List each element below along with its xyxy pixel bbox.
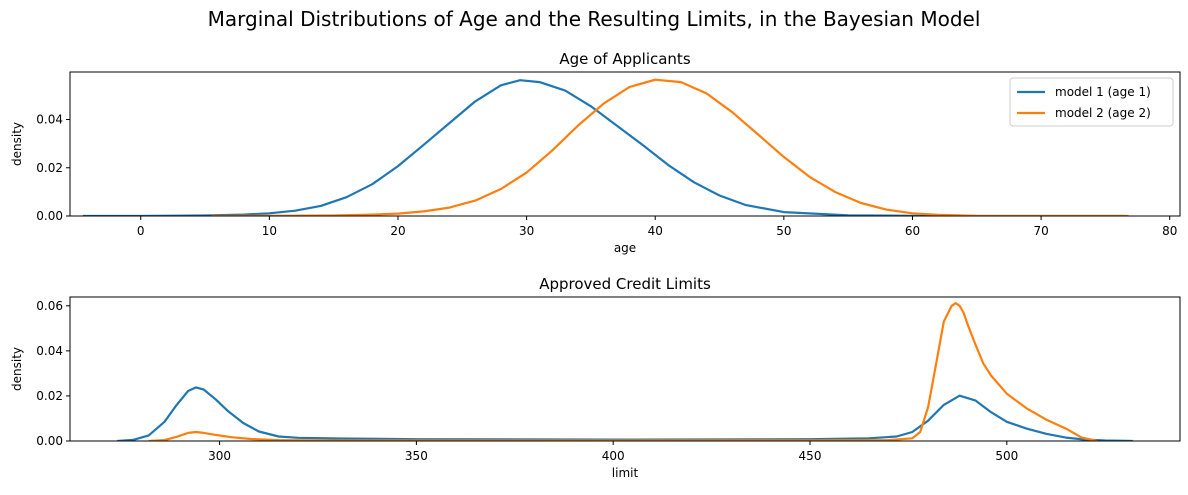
limit-x-tick-label: 500	[995, 449, 1018, 463]
age-x-tick-label: 50	[776, 224, 791, 238]
limit-x-tick-label: 450	[799, 449, 822, 463]
age-x-tick-label: 60	[905, 224, 920, 238]
limit-x-tick-label: 300	[208, 449, 231, 463]
age-plot-frame	[69, 71, 1181, 217]
limit-x-tick-label: 350	[405, 449, 428, 463]
age-y-tick-label: 0.04	[36, 113, 63, 127]
age-x-tick-label: 80	[1162, 224, 1177, 238]
legend: model 1 (age 1) model 2 (age 2)	[1009, 77, 1174, 127]
limit-chart: Approved Credit Limits 300 350 400 450 500 0.0…	[10, 275, 1181, 480]
age-y-tick-label: 0.00	[36, 209, 63, 223]
legend-label-2: model 2 (age 2)	[1055, 106, 1151, 120]
age-x-tick-label: 30	[519, 224, 534, 238]
legend-label-1: model 1 (age 1)	[1055, 85, 1151, 99]
limit-plot-frame	[69, 296, 1181, 442]
age-y-axis-label: density	[10, 122, 24, 166]
figure-suptitle: Marginal Distributions of Age and the Re…	[208, 7, 981, 31]
age-x-axis-label: age	[614, 241, 636, 255]
age-x-tick-label: 40	[648, 224, 663, 238]
limit-y-tick-label: 0.04	[36, 344, 63, 358]
limit-y-tick-label: 0.06	[36, 299, 63, 313]
limit-y-tick-label: 0.00	[36, 434, 63, 448]
age-series-line-2	[211, 78, 1129, 216]
limit-chart-title: Approved Credit Limits	[539, 275, 711, 293]
age-series-line-1	[82, 79, 1125, 216]
age-x-tick-label: 70	[1033, 224, 1048, 238]
age-chart-title: Age of Applicants	[559, 50, 690, 68]
limit-y-tick-label: 0.02	[36, 389, 63, 403]
age-chart: Age of Applicants 0 10 20 30 40 50 60 70 80 0.00 0.…	[10, 50, 1181, 255]
age-x-tick-label: 20	[390, 224, 405, 238]
limit-y-axis-label: density	[10, 347, 24, 391]
limit-series-line-2	[148, 302, 1098, 441]
legend-box	[1009, 77, 1174, 127]
age-x-tick-label: 10	[262, 224, 277, 238]
age-x-tick-label: 0	[137, 224, 145, 238]
limit-x-axis-label: limit	[612, 466, 639, 480]
limit-x-tick-label: 400	[602, 449, 625, 463]
age-y-tick-label: 0.02	[36, 161, 63, 175]
